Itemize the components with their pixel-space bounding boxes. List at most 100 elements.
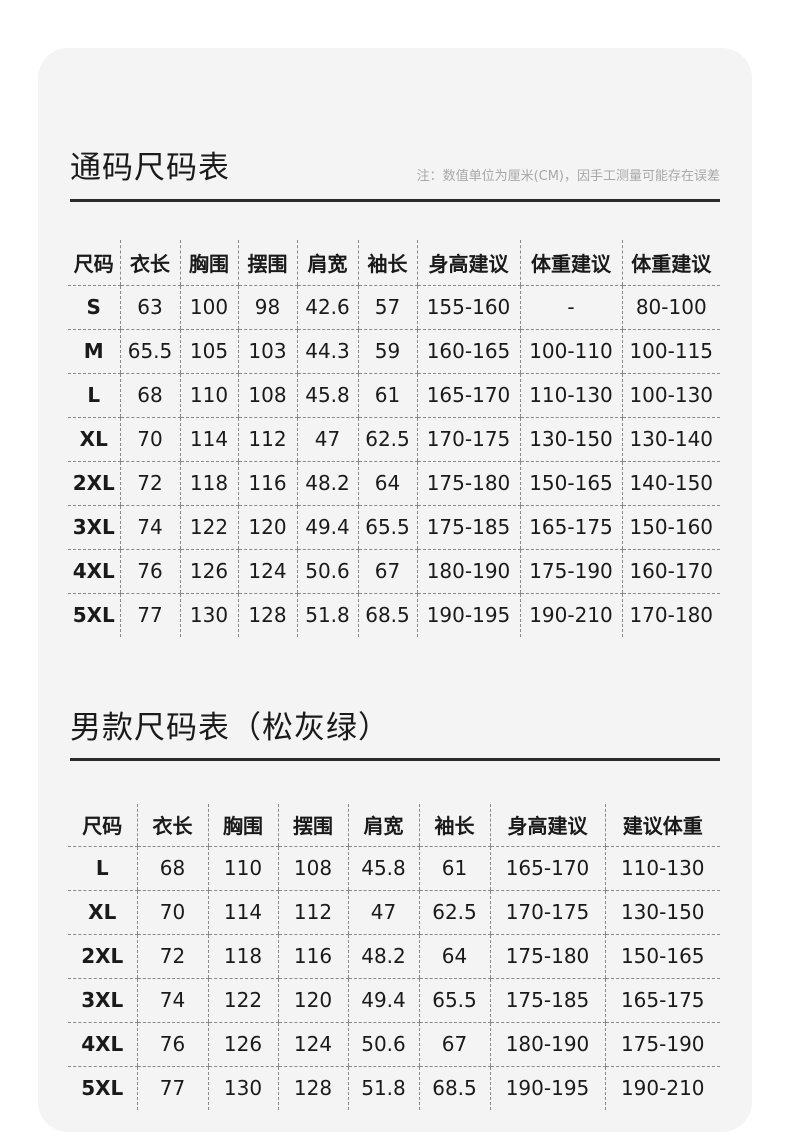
size-label: 4XL <box>68 1022 137 1067</box>
size-label: XL <box>68 417 120 462</box>
table-row: 4XL 76 126 124 50.6 67 180-190 175-190 160-170 <box>68 549 720 594</box>
table-cell: 114 <box>207 890 278 935</box>
table-cell: 68.5 <box>418 1066 490 1110</box>
table-cell: 128 <box>237 593 297 637</box>
table-cell: 100-130 <box>621 373 720 418</box>
size-label: S <box>68 285 120 330</box>
table-cell: 50.6 <box>296 549 358 594</box>
table-cell: 67 <box>357 549 417 594</box>
column-header: 体重建议 <box>519 240 622 286</box>
table-cell: 110-130 <box>604 846 720 891</box>
size-label: 3XL <box>68 978 137 1023</box>
table-cell: 77 <box>119 593 180 637</box>
table-cell: 165-175 <box>519 505 622 550</box>
table-cell: 72 <box>136 934 208 979</box>
table-cell: 61 <box>357 373 417 418</box>
table-row: 2XL 72 118 116 48.2 64 175-180 150-165 140-150 <box>68 461 720 506</box>
table-row: XL 70 114 112 47 62.5 170-175 130-150 <box>68 890 720 935</box>
size-label: 4XL <box>68 549 120 594</box>
table-cell: 51.8 <box>296 593 358 637</box>
table-cell: 48.2 <box>296 461 358 506</box>
table-cell: 110-130 <box>519 373 622 418</box>
table-cell: 170-175 <box>489 890 605 935</box>
table-cell: 76 <box>136 1022 208 1067</box>
size-table-men: 尺码 衣长 胸围 摆围 肩宽 袖长 身高建议 建议体重 L 68 110 108 45.8 61 165-1… <box>68 804 720 1110</box>
table-cell: 175-185 <box>489 978 605 1023</box>
table-cell: 150-165 <box>604 934 720 979</box>
column-header: 建议体重 <box>604 804 720 847</box>
column-header: 胸围 <box>179 240 238 286</box>
table-cell: 49.4 <box>347 978 419 1023</box>
table-cell: 42.6 <box>296 285 358 330</box>
table-cell: 116 <box>237 461 297 506</box>
column-header: 摆围 <box>277 804 348 847</box>
size-label: 5XL <box>81 1076 124 1101</box>
size-table-general: 尺码 衣长 胸围 摆围 肩宽 袖长 身高建议 体重建议 体重建议 S 63 100 98 42.6 57 15… <box>68 240 720 637</box>
table-cell: 59 <box>357 329 417 374</box>
table-row: L 68 110 108 45.8 61 165-170 110-130 100-130 <box>68 373 720 418</box>
table-cell: 51.8 <box>347 1066 419 1110</box>
table-cell: 112 <box>277 890 348 935</box>
table-cell: 108 <box>277 846 348 891</box>
table-cell: 49.4 <box>296 505 358 550</box>
table-cell: 65.5 <box>418 978 490 1023</box>
column-header: 衣长 <box>119 240 180 286</box>
table-cell: 150-165 <box>519 461 622 506</box>
size-label: 2XL <box>68 934 137 979</box>
table-cell: 120 <box>237 505 297 550</box>
table-cell: 62.5 <box>418 890 490 935</box>
table-cell: 48.2 <box>347 934 419 979</box>
size-label: L <box>68 846 137 891</box>
table-cell: 130 <box>207 1066 278 1110</box>
table-cell: 64 <box>418 934 490 979</box>
table-row: 5XL 77 130 128 51.8 68.5 190-195 190-210 <box>68 1066 720 1110</box>
table-cell: 68.5 <box>357 593 417 637</box>
section1-title: 通码尺码表 <box>70 150 230 186</box>
size-label: 3XL <box>68 505 120 550</box>
table-cell: 70 <box>136 890 208 935</box>
table-cell: 118 <box>207 934 278 979</box>
table-cell: 130-140 <box>621 417 720 462</box>
table-cell: 62.5 <box>357 417 417 462</box>
table-cell: 114 <box>179 417 238 462</box>
table-cell: 108 <box>237 373 297 418</box>
table-cell: 45.8 <box>347 846 419 891</box>
table-cell: 120 <box>277 978 348 1023</box>
table-cell: 118 <box>179 461 238 506</box>
table-cell: 160-170 <box>621 549 720 594</box>
column-header: 肩宽 <box>347 804 419 847</box>
table-row: 5XL 77 130 128 51.8 68.5 190-195 190-210 170-180 <box>68 593 720 637</box>
table-cell: 98 <box>237 285 297 330</box>
table-cell: 122 <box>179 505 238 550</box>
column-header: 尺码 <box>68 240 120 286</box>
table-cell: 175-190 <box>519 549 622 594</box>
table-cell: 47 <box>347 890 419 935</box>
table-cell: 105 <box>179 329 238 374</box>
table-cell: 74 <box>119 505 180 550</box>
table-cell: 100-115 <box>621 329 720 374</box>
table-cell: 165-170 <box>489 846 605 891</box>
table-cell: 65.5 <box>119 329 180 374</box>
table-cell: 175-180 <box>416 461 520 506</box>
table-cell: 70 <box>119 417 180 462</box>
table-cell: 45.8 <box>296 373 358 418</box>
table-cell: 165-175 <box>604 978 720 1023</box>
table-cell: 100 <box>179 285 238 330</box>
table-cell: 80-100 <box>621 285 720 330</box>
table-row: 3XL 74 122 120 49.4 65.5 175-185 165-175 <box>68 978 720 1023</box>
table-cell: 110 <box>179 373 238 418</box>
table-cell: - <box>519 285 622 330</box>
table-cell: 122 <box>207 978 278 1023</box>
table-cell: 126 <box>207 1022 278 1067</box>
measurement-note: 注：数值单位为厘米(CM)，因手工测量可能存在误差 <box>416 169 720 184</box>
size-label: XL <box>68 890 137 935</box>
table-cell: 72 <box>119 461 180 506</box>
table-cell: 128 <box>277 1066 348 1110</box>
table-cell: 155-160 <box>416 285 520 330</box>
table-cell: 110 <box>207 846 278 891</box>
column-header: 衣长 <box>136 804 208 847</box>
section2-title: 男款尺码表（松灰绿） <box>70 710 390 746</box>
table-row: M 65.5 105 103 44.3 59 160-165 100-110 100-115 <box>68 329 720 374</box>
table-cell: 103 <box>237 329 297 374</box>
table-cell: 63 <box>119 285 180 330</box>
